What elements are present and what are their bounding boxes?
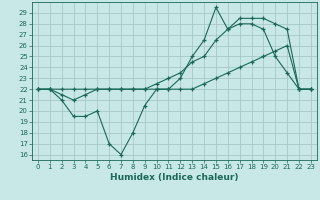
X-axis label: Humidex (Indice chaleur): Humidex (Indice chaleur) [110, 173, 239, 182]
